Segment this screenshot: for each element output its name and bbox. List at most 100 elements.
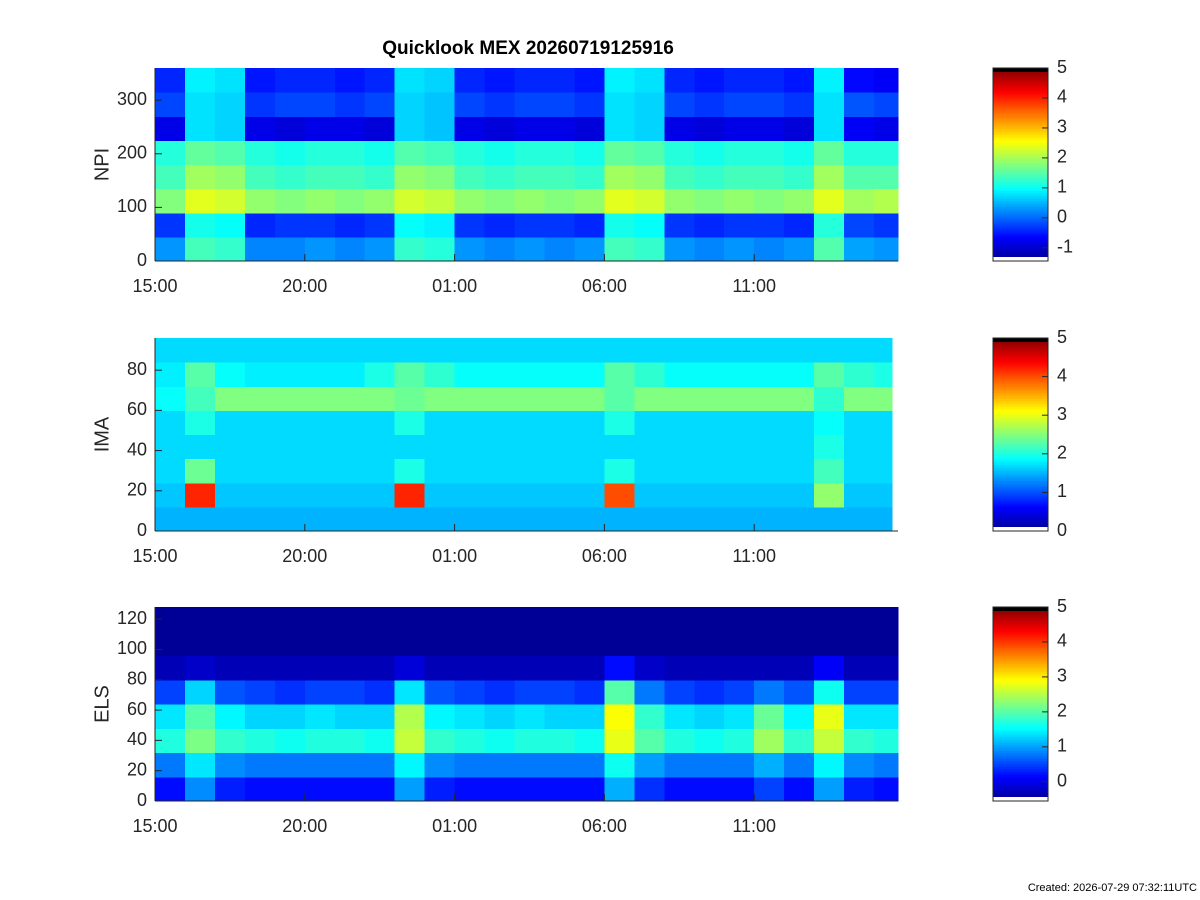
colorbar-swatch	[993, 655, 1048, 659]
heatmap-cell	[514, 188, 545, 214]
colorbar-tick-label: 0	[1057, 207, 1067, 227]
heatmap-cell	[214, 386, 246, 411]
heatmap-cell	[274, 116, 306, 141]
heatmap-cell	[514, 655, 545, 681]
heatmap-cell	[604, 631, 635, 656]
heatmap-cell	[454, 752, 486, 778]
heatmap-cell	[364, 631, 396, 656]
heatmap-cell	[634, 116, 665, 141]
heatmap-cell	[244, 140, 276, 165]
heatmap-cell	[724, 752, 755, 778]
heatmap-cell	[454, 679, 486, 705]
colorbar-swatch	[993, 368, 1048, 371]
heatmap-cell	[424, 164, 456, 190]
colorbar-swatch	[993, 142, 1048, 145]
heatmap-cell	[784, 728, 815, 753]
heatmap-cell	[155, 338, 186, 363]
heatmap-cell	[634, 704, 665, 729]
heatmap-cell	[274, 458, 306, 484]
colorbar-swatch	[993, 716, 1048, 719]
heatmap-cell	[874, 607, 899, 632]
heatmap-cell	[274, 164, 306, 190]
heatmap-cell	[874, 434, 893, 460]
heatmap-cell	[544, 506, 575, 532]
colorbar-tick-label: -1	[1057, 237, 1073, 257]
colorbar-swatch	[993, 420, 1048, 423]
heatmap-cell	[844, 458, 875, 484]
colorbar-tick-label: 0	[1057, 771, 1067, 791]
heatmap-cell	[454, 338, 486, 363]
heatmap-cell	[604, 482, 635, 508]
heatmap-cell	[394, 410, 426, 435]
heatmap-cell	[454, 92, 486, 117]
heatmap-cell	[814, 140, 845, 165]
heatmap-cell	[634, 188, 665, 214]
colorbar-swatch	[993, 772, 1048, 776]
heatmap-cell	[484, 655, 516, 681]
heatmap-cell	[784, 506, 815, 532]
heatmap-cell	[454, 116, 486, 141]
colorbar-swatch	[993, 728, 1048, 731]
colorbar-swatch	[993, 98, 1048, 101]
x-tick-label: 06:00	[582, 276, 627, 296]
heatmap-cell	[664, 362, 695, 387]
heatmap-cell	[484, 728, 516, 753]
heatmap-cell	[334, 92, 366, 117]
heatmap-cell	[604, 506, 635, 532]
heatmap-cell	[394, 140, 426, 165]
heatmap-cell	[484, 506, 516, 532]
heatmap-cell	[364, 434, 396, 460]
y-tick-label: 120	[117, 608, 147, 628]
heatmap-cell	[514, 434, 545, 460]
heatmap-cell	[394, 728, 426, 753]
colorbar-swatch	[993, 681, 1048, 685]
heatmap-cell	[155, 458, 186, 484]
y-tick-label: 20	[127, 759, 147, 779]
heatmap-cell	[304, 410, 336, 435]
colorbar-swatch	[993, 490, 1048, 494]
heatmap-cell	[394, 482, 426, 508]
colorbar-swatch	[993, 720, 1048, 723]
colorbar-swatch	[993, 114, 1048, 117]
heatmap-cell	[784, 631, 815, 656]
heatmap-cell	[844, 655, 875, 681]
colorbar-swatch	[993, 94, 1048, 97]
heatmap-cell	[274, 140, 306, 165]
heatmap-cell	[694, 607, 725, 632]
heatmap-cell	[604, 776, 635, 802]
colorbar-over	[993, 338, 1048, 342]
heatmap-cell	[574, 212, 605, 238]
heatmap-cell	[184, 728, 216, 753]
heatmap-cell	[514, 338, 545, 363]
heatmap-cell	[424, 631, 456, 656]
heatmap-cell	[244, 607, 276, 632]
heatmap-cell	[424, 776, 456, 802]
colorbar-swatch	[993, 706, 1048, 709]
heatmap-cell	[814, 116, 845, 141]
heatmap-cell	[634, 338, 665, 363]
colorbar-swatch	[993, 714, 1048, 717]
colorbar-swatch	[993, 244, 1048, 248]
heatmap-cell	[394, 116, 426, 141]
y-tick-label: 60	[127, 399, 147, 419]
heatmap-cell	[424, 752, 456, 778]
heatmap-cell	[454, 776, 486, 802]
heatmap-cell	[874, 92, 899, 117]
heatmap-cell	[694, 338, 725, 363]
colorbar-swatch	[993, 370, 1048, 373]
heatmap-cell	[544, 655, 575, 681]
colorbar-swatch	[993, 360, 1048, 363]
heatmap-cell	[304, 434, 336, 460]
colorbar-swatch	[993, 663, 1048, 667]
heatmap-cell	[784, 655, 815, 681]
y-tick-label: 0	[137, 790, 147, 810]
heatmap-cell	[754, 68, 785, 93]
colorbar-swatch	[993, 390, 1048, 393]
colorbar-swatch	[993, 384, 1048, 387]
colorbar-under	[993, 257, 1048, 261]
colorbar-swatch	[993, 689, 1048, 693]
heatmap-cell	[664, 386, 695, 411]
colorbar-swatch	[993, 146, 1048, 149]
heatmap-cell	[214, 506, 246, 532]
heatmap-cell	[274, 482, 306, 508]
